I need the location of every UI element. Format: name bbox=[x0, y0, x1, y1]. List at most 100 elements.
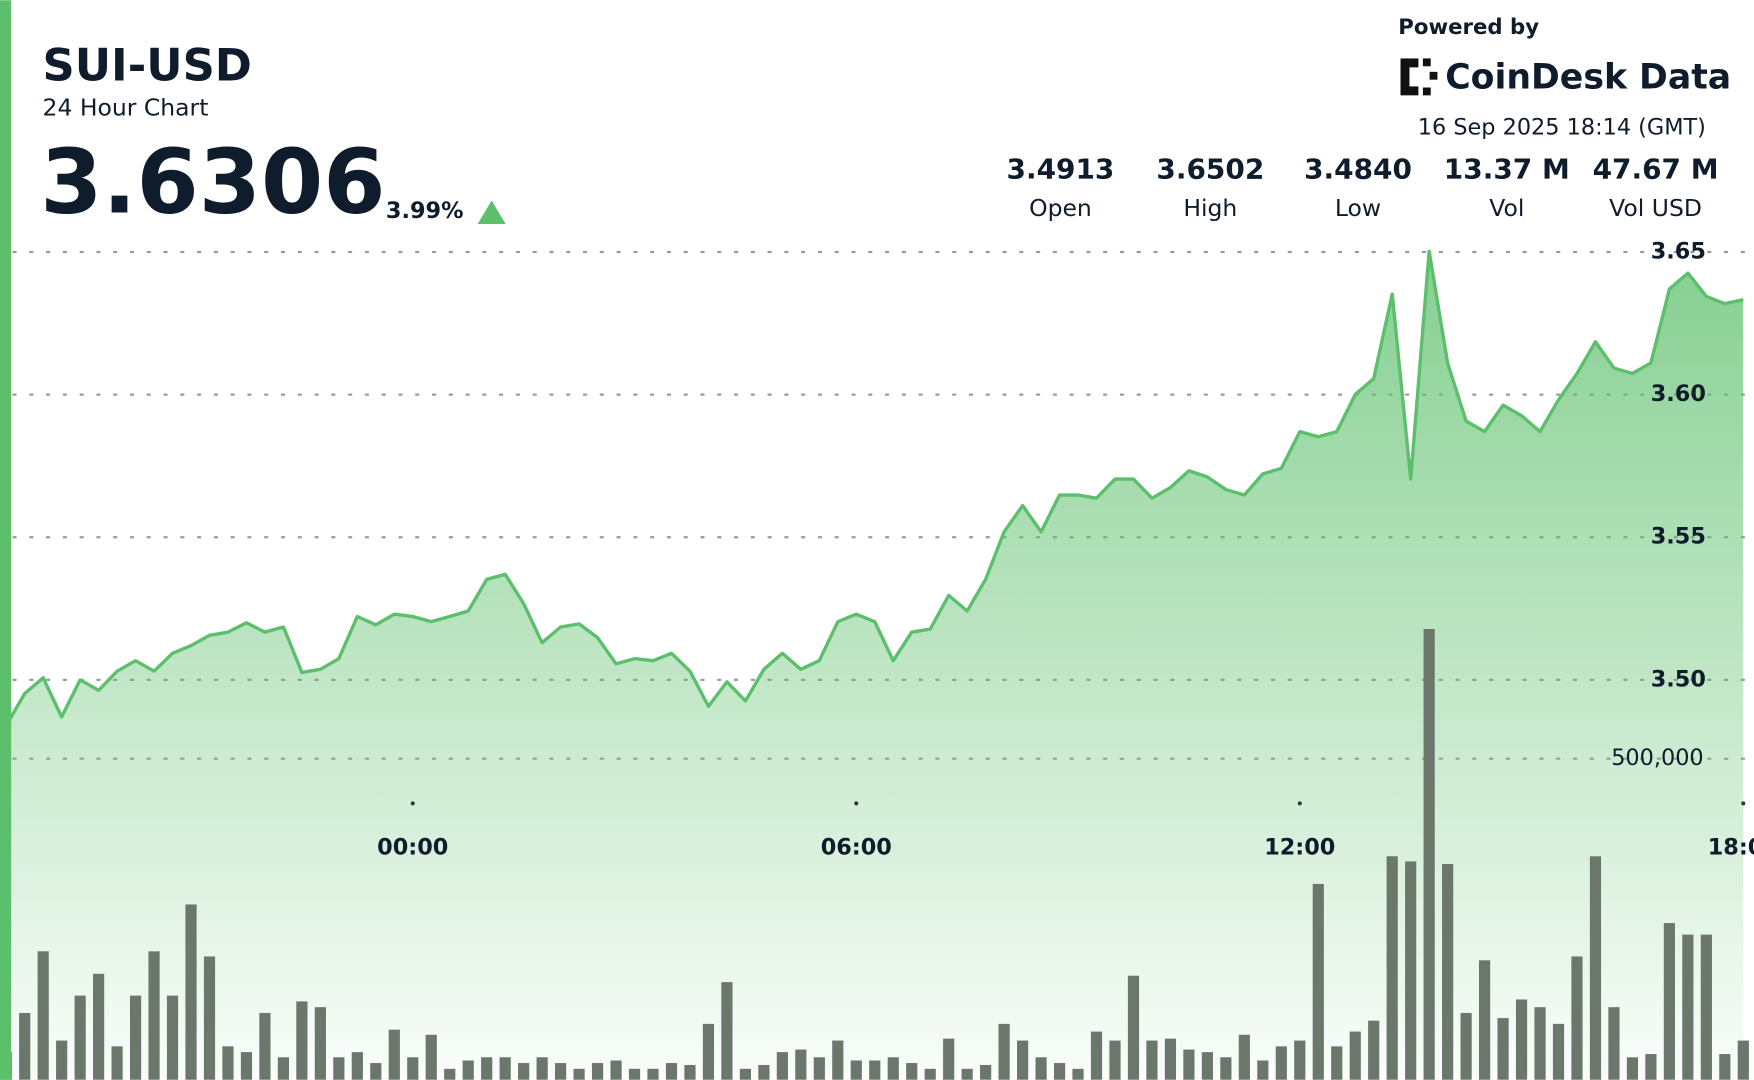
x-tick-label: 00:00 bbox=[377, 835, 448, 861]
x-tick-dot bbox=[1297, 801, 1302, 806]
volume-bar bbox=[906, 1063, 918, 1080]
volume-bar bbox=[333, 1057, 345, 1080]
volume-bar bbox=[1386, 856, 1398, 1080]
price: 3.6306 bbox=[40, 131, 385, 235]
volume-bar bbox=[1090, 1031, 1103, 1080]
volume-bar bbox=[1534, 1007, 1546, 1080]
volume-bar bbox=[702, 1023, 715, 1080]
volume-bar bbox=[240, 1052, 253, 1080]
volume-bar bbox=[56, 1040, 68, 1080]
volume-bar bbox=[1127, 975, 1140, 1080]
y-tick-label: 3.60 bbox=[1651, 381, 1706, 407]
volume-bar bbox=[776, 1052, 788, 1080]
volume-bar bbox=[555, 1063, 567, 1080]
accent-stripe bbox=[0, 0, 12, 1080]
volume-bar bbox=[1478, 960, 1491, 1080]
volume-bar bbox=[1423, 628, 1435, 1080]
volume-bar bbox=[1257, 1060, 1269, 1080]
price-area bbox=[6, 251, 1744, 1080]
volume-bar bbox=[1164, 1038, 1177, 1080]
timestamp: 16 Sep 2025 18:14 (GMT) bbox=[1418, 114, 1706, 140]
volume-bar bbox=[444, 1068, 456, 1080]
stats: 3.4913 Open 3.6502 High 3.4840 Low 13.37 M Vol 4… bbox=[1007, 152, 1719, 222]
volume-bar bbox=[1053, 1063, 1066, 1080]
volume-bar bbox=[1072, 1068, 1084, 1080]
volume-bar bbox=[1682, 934, 1694, 1080]
stat-value: 3.6502 bbox=[1156, 152, 1264, 185]
volume-bar bbox=[222, 1046, 234, 1080]
stat-label: High bbox=[1183, 194, 1237, 222]
brand: CoinDesk Data bbox=[1445, 58, 1731, 98]
volume-bar bbox=[1571, 956, 1583, 1080]
x-tick-dot bbox=[854, 801, 859, 806]
volume-bar bbox=[1035, 1057, 1047, 1080]
y-tick-label: 3.55 bbox=[1651, 524, 1706, 550]
volume-bar bbox=[93, 973, 105, 1080]
stat-value: 13.37 M bbox=[1444, 152, 1570, 185]
volume-bar bbox=[425, 1034, 437, 1080]
powered-by: Powered by bbox=[1398, 15, 1539, 40]
volume-bar bbox=[961, 1068, 973, 1080]
volume-bar bbox=[1700, 934, 1712, 1080]
volume-bar bbox=[259, 1012, 271, 1080]
volume-bar bbox=[19, 1012, 31, 1080]
volume-bar bbox=[388, 1029, 400, 1080]
volume-bar bbox=[1589, 856, 1602, 1080]
volume-bar bbox=[1719, 1054, 1731, 1080]
volume-bar bbox=[758, 1064, 770, 1080]
volume-bar bbox=[924, 1068, 936, 1080]
volume-bar bbox=[721, 982, 733, 1080]
volume-bar bbox=[591, 1063, 604, 1080]
subtitle: 24 Hour Chart bbox=[43, 93, 209, 121]
y-tick-label: 3.50 bbox=[1651, 666, 1706, 692]
volume-bar bbox=[185, 904, 197, 1080]
volume-bar bbox=[536, 1057, 548, 1080]
volume-bar bbox=[277, 1057, 290, 1080]
volume-bar bbox=[628, 1068, 641, 1080]
change: 3.99% bbox=[386, 198, 464, 224]
stat-value: 3.4840 bbox=[1304, 152, 1412, 185]
volume-bar bbox=[795, 1049, 807, 1080]
x-tick-dot bbox=[410, 801, 415, 806]
volume-bar bbox=[1220, 1057, 1232, 1080]
volume-bar bbox=[1201, 1052, 1213, 1080]
volume-bar bbox=[980, 1064, 992, 1080]
volume-bar bbox=[462, 1060, 474, 1080]
volume-bar bbox=[481, 1057, 493, 1080]
volume-bar bbox=[314, 1007, 326, 1080]
volume-bar bbox=[1405, 861, 1417, 1080]
volume-bar bbox=[832, 1040, 844, 1080]
volume-bar bbox=[37, 951, 49, 1080]
volume-bar bbox=[1146, 1040, 1158, 1080]
stat-label: Vol bbox=[1489, 194, 1524, 222]
stat-label: Low bbox=[1335, 194, 1381, 222]
volume-bar bbox=[850, 1060, 862, 1080]
volume-bar bbox=[610, 1060, 622, 1080]
volume-bar bbox=[1312, 883, 1324, 1080]
volume-bar bbox=[351, 1052, 363, 1080]
volume-bar bbox=[943, 1038, 955, 1080]
symbol: SUI-USD bbox=[43, 39, 252, 92]
volume-bar bbox=[148, 951, 160, 1080]
volume-bar bbox=[129, 995, 142, 1080]
volume-tick-label: 500,000 bbox=[1611, 745, 1703, 771]
volume-bar bbox=[1331, 1046, 1343, 1080]
x-tick-label: 06:00 bbox=[821, 835, 892, 861]
plot-area bbox=[0, 249, 1754, 1080]
volume-bar bbox=[296, 1001, 308, 1080]
volume-bar bbox=[111, 1046, 123, 1080]
volume-bar bbox=[869, 1060, 881, 1080]
volume-bar bbox=[813, 1057, 825, 1080]
volume-bar bbox=[1017, 1040, 1029, 1080]
stat-value: 47.67 M bbox=[1593, 152, 1719, 185]
volume-bar bbox=[370, 1063, 382, 1080]
volume-bar bbox=[684, 1064, 696, 1080]
price-line bbox=[4, 249, 1744, 727]
volume-bar bbox=[499, 1057, 511, 1080]
volume-bar bbox=[1368, 1020, 1380, 1080]
volume-bar bbox=[573, 1068, 585, 1080]
volume-bar bbox=[998, 1023, 1010, 1080]
volume-bar bbox=[665, 1063, 678, 1080]
